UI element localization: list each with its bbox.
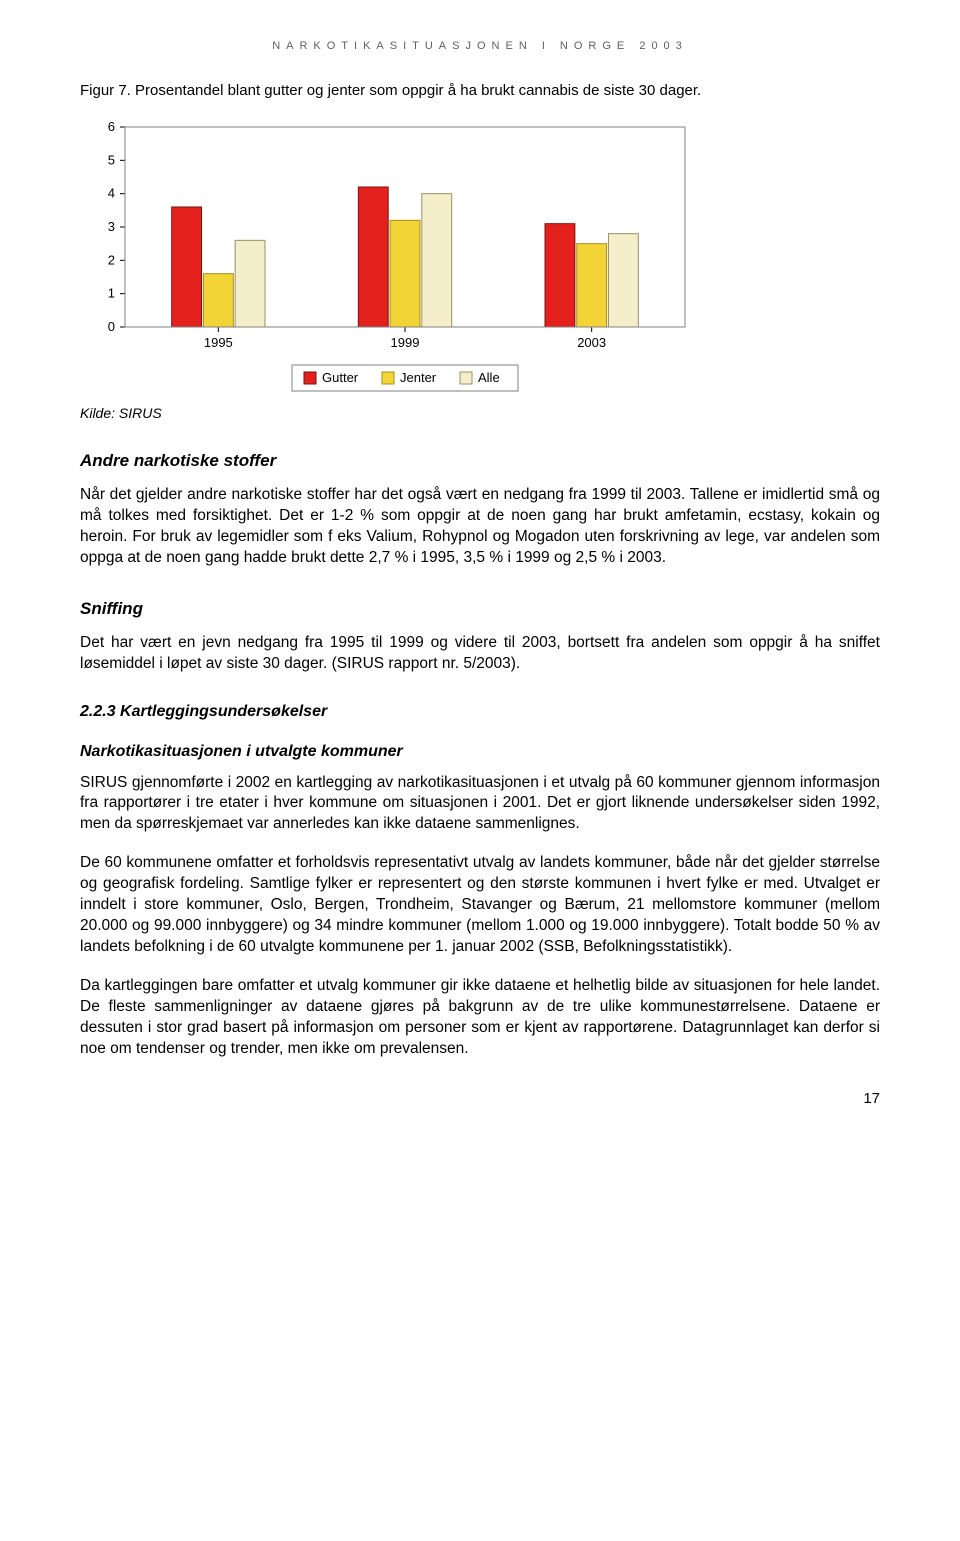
paragraph-andre-stoffer: Når det gjelder andre narkotiske stoffer… [80,485,880,569]
subheading-kommuner: Narkotikasituasjonen i utvalgte kommuner [80,743,880,761]
chart-svg: 0 1 2 3 4 5 6 1995 1999 2003 Gutter Jenter Alle [90,117,700,397]
paragraph-kommuner-2: De 60 kommunene omfatter et forholdsvis … [80,853,880,958]
source-label: Kilde: SIRUS [80,405,880,421]
svg-text:1: 1 [108,286,115,301]
paragraph-kommuner-1: SIRUS gjennomførte i 2002 en kartlegging… [80,773,880,836]
svg-text:Gutter: Gutter [322,370,359,385]
heading-kartlegging: 2.2.3 Kartleggingsundersøkelser [80,703,880,721]
heading-sniffing: Sniffing [80,599,880,619]
page-number: 17 [80,1090,880,1107]
paragraph-kommuner-3: Da kartleggingen bare omfatter et utvalg… [80,976,880,1060]
figure-caption: Figur 7. Prosentandel blant gutter og je… [80,82,880,99]
paragraph-sniffing: Det har vært en jevn nedgang fra 1995 ti… [80,633,880,675]
svg-text:0: 0 [108,319,115,334]
svg-text:1995: 1995 [204,335,233,350]
svg-text:Alle: Alle [478,370,500,385]
svg-text:4: 4 [108,186,115,201]
running-header: NARKOTIKASITUASJONEN I NORGE 2003 [80,40,880,52]
svg-text:Jenter: Jenter [400,370,437,385]
bar-chart: 0 1 2 3 4 5 6 1995 1999 2003 Gutter Jenter Alle [90,117,880,397]
svg-text:3: 3 [108,219,115,234]
svg-text:6: 6 [108,119,115,134]
svg-text:1999: 1999 [391,335,420,350]
svg-text:5: 5 [108,152,115,167]
svg-text:2: 2 [108,252,115,267]
heading-andre-stoffer: Andre narkotiske stoffer [80,451,880,471]
svg-text:2003: 2003 [577,335,606,350]
